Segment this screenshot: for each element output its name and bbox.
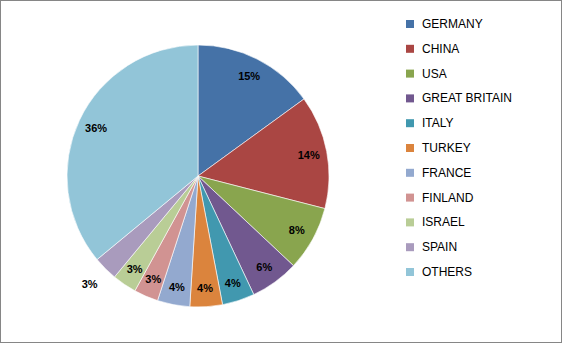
legend-swatch <box>406 169 414 177</box>
legend-swatch <box>406 194 414 202</box>
legend-swatch <box>406 243 414 251</box>
legend-swatch <box>406 94 414 102</box>
data-label: 3% <box>145 273 161 285</box>
data-label: 36% <box>85 122 107 134</box>
legend-swatch <box>406 144 414 152</box>
legend: GERMANY CHINA USA GREAT BRITAIN ITALY TURKEY F… <box>406 17 512 279</box>
data-label: 6% <box>256 261 272 273</box>
legend-label: CHINA <box>422 42 459 56</box>
legend-label: FRANCE <box>422 166 471 180</box>
legend-label: GERMANY <box>422 17 483 31</box>
data-label: 3% <box>82 278 98 290</box>
data-label: 15% <box>238 70 260 82</box>
data-label: 4% <box>197 282 213 294</box>
legend-swatch <box>406 20 414 28</box>
legend-label: GREAT BRITAIN <box>422 91 512 105</box>
legend-swatch <box>406 268 414 276</box>
slices <box>67 45 329 307</box>
data-label: 3% <box>127 263 143 275</box>
legend-swatch <box>406 218 414 226</box>
chart-svg: 15%14%8%6%4%4%4%3%3%3%36%GERMANYCHINAUSA… <box>0 0 562 343</box>
legend-label: ISRAEL <box>422 215 465 229</box>
data-label: 4% <box>225 277 241 289</box>
chart-frame <box>1 1 562 343</box>
data-label: 8% <box>289 224 305 236</box>
legend-swatch <box>406 70 414 78</box>
data-label: 14% <box>298 149 320 161</box>
legend-label: FINLAND <box>422 191 474 205</box>
chart-container: 15%14%8%6%4%4%4%3%3%3%36%GERMANYCHINAUSA… <box>0 0 562 343</box>
legend-swatch <box>406 119 414 127</box>
legend-label: OTHERS <box>422 265 472 279</box>
data-label: 4% <box>169 281 185 293</box>
legend-swatch <box>406 45 414 53</box>
legend-label: USA <box>422 67 447 81</box>
legend-label: ITALY <box>422 116 454 130</box>
legend-label: SPAIN <box>422 240 457 254</box>
legend-label: TURKEY <box>422 141 471 155</box>
data-labels: 15%14%8%6%4%4%4%3%3%3%36% <box>82 70 320 295</box>
pie-slice <box>67 45 198 260</box>
